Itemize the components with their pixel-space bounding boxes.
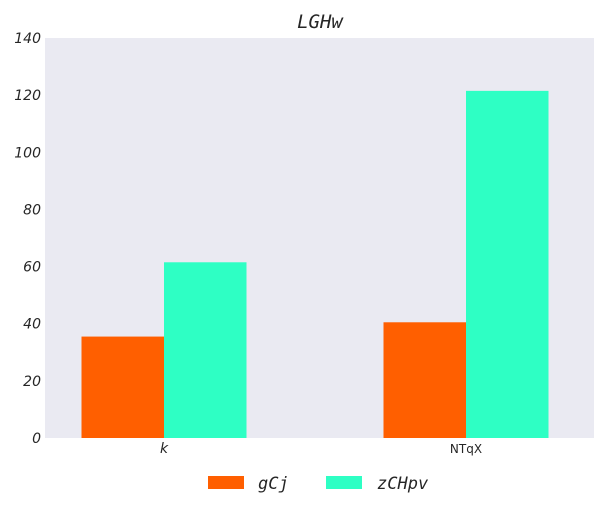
bar-gCj-k <box>81 336 164 438</box>
y-tick-label: 0 <box>32 431 41 447</box>
x-axis: k NTqX <box>160 441 482 457</box>
legend: gCj zCHpv <box>208 474 429 494</box>
y-tick-label: 100 <box>14 145 41 161</box>
y-tick-label: 40 <box>23 317 41 333</box>
bar-zCHpv-NTqX <box>466 90 549 438</box>
y-tick-label: 140 <box>14 31 41 47</box>
y-tick-label: 60 <box>23 260 41 276</box>
x-tick-label: NTqX <box>450 442 482 456</box>
y-tick-label: 20 <box>23 374 41 390</box>
bar-gCj-NTqX <box>383 322 466 438</box>
legend-swatch-gCj <box>208 476 244 489</box>
y-tick-label: 80 <box>23 202 41 218</box>
chart-title: LGHw <box>297 11 344 33</box>
y-tick-label: 120 <box>14 88 41 104</box>
bars <box>81 90 549 438</box>
legend-swatch-zCHpv <box>326 476 362 489</box>
bar-zCHpv-k <box>164 262 247 438</box>
legend-label-gCj: gCj <box>258 474 289 494</box>
x-tick-label: k <box>160 441 169 457</box>
legend-label-zCHpv: zCHpv <box>377 474 429 494</box>
y-axis: 0 20 40 60 80 100 120 140 <box>14 31 41 447</box>
